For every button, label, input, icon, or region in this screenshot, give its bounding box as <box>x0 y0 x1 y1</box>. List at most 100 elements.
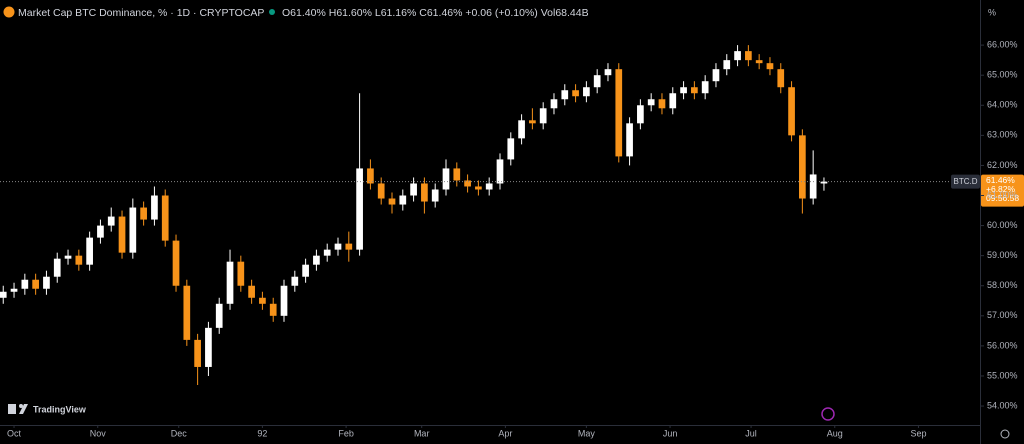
candle-body <box>313 255 320 265</box>
candle-body <box>593 75 601 88</box>
status-dot <box>269 9 275 15</box>
y-tick-label: 57.00% <box>987 310 1018 320</box>
candle-body <box>259 297 266 304</box>
x-tick-label: Jun <box>663 428 678 438</box>
candle-body <box>399 195 407 205</box>
x-tick-label: Nov <box>90 428 107 438</box>
value: +0.06 (+0.10%) <box>465 7 537 19</box>
candle-body <box>161 195 169 241</box>
candle-body <box>691 87 698 94</box>
candle-body <box>215 303 223 328</box>
candle-body <box>237 261 245 286</box>
x-tick-label: 92 <box>257 428 267 438</box>
candle-body <box>507 138 515 160</box>
y-tick-label: 60.00% <box>987 220 1018 230</box>
plot <box>0 45 980 385</box>
candle-body <box>0 291 7 298</box>
candle-body <box>745 51 752 61</box>
x-tick-label: Apr <box>498 428 512 438</box>
label: O <box>282 7 290 19</box>
candle-body <box>464 180 471 187</box>
price-tag: BTC.D 61.46%+6.82%09:56:58 <box>951 174 1024 207</box>
candle-body <box>140 207 147 220</box>
candle-body <box>799 135 806 199</box>
candle-body <box>658 99 666 109</box>
candle-body <box>151 195 158 220</box>
candle-body <box>734 51 741 61</box>
axis-unit[interactable]: % <box>988 7 996 17</box>
value: 61.16% <box>381 7 417 19</box>
candle-body <box>205 327 212 367</box>
value: 68.44B <box>555 7 588 19</box>
candle-body <box>755 60 763 64</box>
candle-body <box>302 264 309 277</box>
symbol-title[interactable]: Market Cap BTC Dominance, % · 1D · CRYPT… <box>18 7 264 19</box>
candle-body <box>172 240 180 286</box>
candle-body <box>334 243 342 250</box>
y-tick-label: 61.00% <box>987 190 1018 200</box>
candle-body <box>280 285 288 316</box>
candle-body <box>107 216 115 226</box>
candle-body <box>539 108 547 124</box>
candle-body <box>701 81 709 94</box>
value: 61.60% <box>336 7 372 19</box>
coin-icon <box>3 6 15 18</box>
x-tick-label: Jul <box>745 428 757 438</box>
candle-body <box>669 93 677 109</box>
candle-body <box>269 303 277 316</box>
price-change: +6.82% <box>986 184 1016 194</box>
x-tick-label: Sep <box>910 428 926 438</box>
candle-body <box>777 69 785 88</box>
y-tick-label: 65.00% <box>987 70 1018 80</box>
y-tick-label: 54.00% <box>987 400 1018 410</box>
last-price: 61.46% <box>986 175 1015 185</box>
candle-body <box>604 69 612 76</box>
value: 61.40% <box>290 7 326 19</box>
y-tick-label: 58.00% <box>987 280 1018 290</box>
watermark: TradingView <box>8 404 87 414</box>
candle-body <box>529 120 536 124</box>
ohlc-legend: O61.40% H61.60% L61.16% C61.46% +0.06 (+… <box>282 7 589 19</box>
label: Vol <box>541 7 556 19</box>
candle-body <box>377 183 385 199</box>
candle-body <box>788 87 795 136</box>
candle-body <box>637 105 644 124</box>
candle-body <box>248 285 255 298</box>
y-tick-label: 55.00% <box>987 370 1018 380</box>
y-tick-label: 59.00% <box>987 250 1018 260</box>
candle-body <box>32 279 39 289</box>
logo <box>19 404 28 414</box>
candle-body <box>712 69 720 82</box>
candle-body <box>615 69 623 157</box>
symbol-label: BTC.D <box>954 177 978 186</box>
price-box <box>981 174 1024 207</box>
candle-body <box>43 276 50 289</box>
candle-body <box>356 168 363 250</box>
candle-body <box>226 261 234 304</box>
settings-icon[interactable] <box>1000 429 1010 439</box>
candle-body <box>572 90 579 97</box>
candle-body <box>10 288 18 292</box>
candle-body <box>291 276 299 286</box>
brand: TradingView <box>33 404 87 414</box>
candle-body <box>583 87 590 97</box>
logo <box>8 404 16 414</box>
candle-body <box>809 174 817 199</box>
candle-body <box>518 120 525 139</box>
candle-body <box>64 255 72 259</box>
logo <box>19 404 23 408</box>
label: H <box>329 7 337 19</box>
candle-body <box>388 198 396 205</box>
y-tick-label: 64.00% <box>987 100 1018 110</box>
candle-body <box>21 279 29 289</box>
candle-body <box>323 249 331 256</box>
candle-body <box>431 189 439 202</box>
event-icon[interactable] <box>821 407 835 421</box>
candle-body <box>485 183 493 190</box>
y-tick-label: 63.00% <box>987 130 1018 140</box>
candle-body <box>475 186 482 190</box>
x-tick-label: Mar <box>414 428 430 438</box>
candle-body <box>53 258 61 277</box>
label: C <box>419 7 427 19</box>
